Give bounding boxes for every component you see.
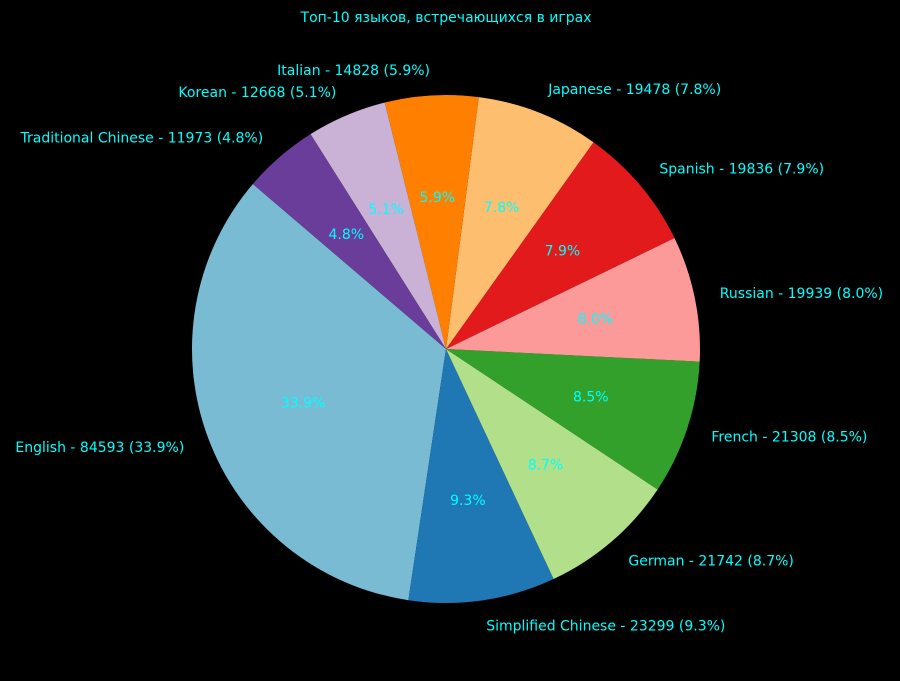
pie-percent-label-german: 8.7% bbox=[528, 458, 564, 474]
pie-slices bbox=[191, 94, 701, 604]
pie-outer-label-traditional-chinese: Traditional Chinese - 11973 (4.8%) bbox=[19, 131, 263, 147]
pie-slice-german bbox=[446, 349, 658, 580]
pie-percent-label-japanese: 7.8% bbox=[484, 200, 520, 216]
pie-outer-label-korean: Korean - 12668 (5.1%) bbox=[178, 85, 336, 101]
pie-slice-italian bbox=[384, 94, 479, 349]
pie-percent-labels: 33.9% 9.3% 8.7% 8.5% 8.0% 7.9% 7.8% 5.9% 5.1%4.8… bbox=[281, 190, 613, 509]
pie-outer-label-russian: Russian - 19939 (8.0%) bbox=[720, 286, 883, 302]
pie-outer-label-italian: Italian - 14828 (5.9%) bbox=[277, 63, 430, 79]
pie-outer-label-french: French - 21308 (8.5%) bbox=[711, 429, 867, 445]
chart-title: Топ-10 языков, встречающихся в играх bbox=[300, 10, 592, 26]
pie-outer-label-japanese: Japanese - 19478 (7.8%) bbox=[547, 82, 721, 98]
pie-slice-french bbox=[446, 349, 700, 490]
pie-outer-label-english: English - 84593 (33.9%) bbox=[15, 440, 184, 456]
pie-percent-label-korean: 5.1% bbox=[368, 202, 404, 218]
pie-slice-english bbox=[191, 184, 446, 601]
pie-slice-spanish bbox=[446, 142, 675, 349]
pie-outer-label-spanish: Spanish - 19836 (7.9%) bbox=[659, 162, 824, 178]
pie-percent-label-simplified-chinese: 9.3% bbox=[450, 493, 486, 509]
pie-slice-japanese bbox=[446, 97, 594, 350]
pie-percent-label-italian: 5.9% bbox=[420, 190, 456, 206]
pie-percent-label-english: 33.9% bbox=[281, 395, 325, 411]
pie-slice-simplified-chinese bbox=[408, 349, 554, 604]
pie-slice-korean bbox=[310, 102, 446, 349]
pie-outer-label-simplified-chinese: Simplified Chinese - 23299 (9.3%) bbox=[486, 619, 725, 635]
pie-percent-label-spanish: 7.9% bbox=[545, 244, 581, 260]
pie-percent-label-russian: 8.0% bbox=[578, 312, 614, 328]
pie-slice-russian bbox=[446, 238, 701, 362]
pie-percent-label-traditional-chinese: 4.8% bbox=[329, 227, 365, 243]
pie-outer-label-german: German - 21742 (8.7%) bbox=[628, 554, 794, 570]
pie-percent-label-french: 8.5% bbox=[573, 390, 609, 406]
pie-slice-traditional-chinese bbox=[252, 134, 446, 349]
pie-outer-labels: English - 84593 (33.9%) Simplified Chines… bbox=[15, 63, 883, 634]
